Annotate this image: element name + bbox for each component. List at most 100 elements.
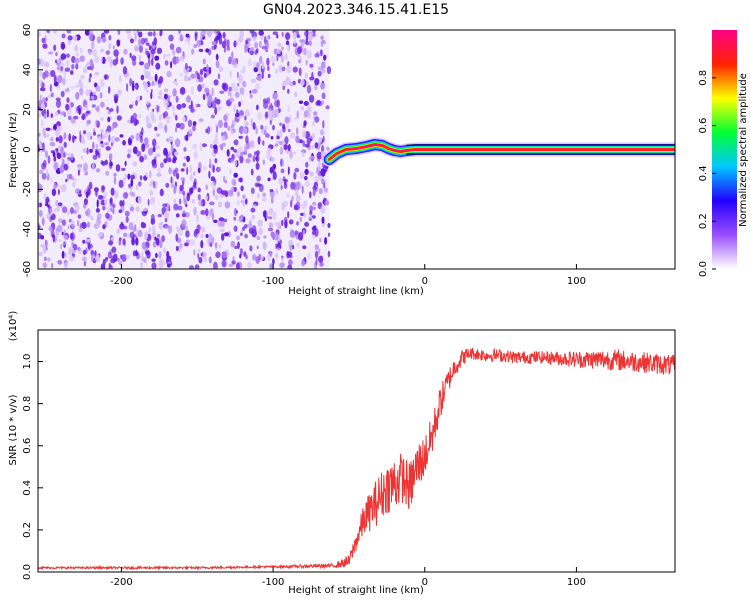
noise-blob	[164, 60, 169, 66]
noise-blob	[191, 198, 195, 204]
noise-blob	[193, 151, 198, 160]
noise-blob	[95, 208, 100, 213]
noise-blob	[230, 146, 235, 151]
noise-blob	[271, 109, 278, 118]
noise-blob	[238, 76, 242, 83]
noise-blob	[82, 147, 87, 153]
noise-blob	[119, 200, 123, 207]
noise-blob	[150, 91, 153, 100]
noise-blob	[218, 167, 221, 171]
noise-blob	[200, 30, 206, 38]
noise-blob	[262, 159, 265, 165]
noise-blob	[303, 101, 309, 106]
noise-blob	[164, 93, 168, 100]
noise-blob	[152, 41, 156, 46]
noise-blob	[305, 161, 309, 168]
noise-blob	[175, 114, 178, 121]
noise-blob	[238, 36, 243, 43]
noise-blob	[86, 147, 89, 155]
noise-blob	[266, 57, 270, 66]
noise-blob	[317, 66, 323, 71]
noise-blob	[312, 202, 317, 206]
noise-blob	[263, 100, 269, 109]
noise-blob	[70, 219, 75, 229]
noise-blob	[251, 214, 256, 220]
noise-blob	[68, 247, 73, 256]
noise-blob	[154, 236, 157, 241]
noise-blob	[43, 61, 50, 68]
noise-blob	[139, 155, 145, 163]
noise-blob	[312, 189, 316, 197]
noise-blob	[319, 262, 324, 267]
noise-blob	[213, 30, 216, 34]
spectrogram-y-tick-label: 40	[22, 63, 33, 76]
noise-blob	[242, 80, 247, 88]
noise-blob	[100, 56, 104, 63]
noise-blob	[56, 230, 60, 237]
noise-blob	[44, 256, 47, 262]
snr-series	[38, 347, 675, 571]
noise-blob	[148, 226, 152, 233]
noise-blob	[201, 83, 204, 89]
noise-blob	[275, 243, 278, 249]
noise-blob	[87, 66, 92, 70]
noise-blob	[93, 131, 96, 136]
noise-blob	[42, 97, 46, 103]
noise-blob	[303, 120, 307, 127]
noise-blob	[89, 73, 92, 78]
noise-blob	[234, 159, 238, 167]
noise-blob	[156, 145, 160, 150]
noise-blob	[89, 58, 94, 67]
signal-track-band	[328, 143, 675, 161]
noise-blob	[233, 216, 237, 221]
noise-blob	[266, 65, 270, 71]
noise-blob	[110, 207, 113, 212]
noise-blob	[282, 200, 289, 207]
noise-blob	[258, 227, 263, 236]
noise-blob	[254, 182, 260, 188]
noise-blob	[306, 84, 312, 94]
noise-blob	[304, 143, 310, 148]
noise-blob	[63, 132, 67, 140]
noise-blob	[298, 67, 302, 76]
noise-blob	[240, 214, 244, 221]
noise-blob	[268, 216, 273, 220]
noise-blob	[83, 261, 86, 267]
noise-blob	[292, 244, 295, 250]
noise-blob	[109, 198, 112, 204]
noise-blob	[250, 207, 256, 213]
noise-blob	[121, 254, 127, 262]
noise-blob	[163, 100, 169, 107]
noise-blob	[155, 237, 160, 246]
noise-blob	[138, 38, 141, 46]
noise-blob	[149, 170, 152, 179]
noise-blob	[95, 168, 101, 173]
snr-x-tick-label: -100	[262, 577, 285, 588]
noise-blob	[81, 221, 86, 226]
noise-blob	[205, 184, 208, 191]
noise-blob	[255, 256, 260, 264]
noise-blob	[306, 106, 312, 113]
noise-blob	[197, 248, 201, 254]
noise-blob	[72, 134, 75, 144]
noise-blob	[236, 39, 239, 46]
noise-blob	[316, 151, 323, 160]
noise-blob	[280, 168, 285, 174]
noise-blob	[240, 68, 246, 74]
noise-blob	[113, 176, 117, 185]
noise-blob	[245, 198, 248, 205]
noise-blob	[76, 219, 80, 227]
noise-blob	[111, 246, 117, 253]
noise-blob	[270, 156, 275, 163]
noise-blob	[273, 163, 277, 169]
noise-blob	[63, 69, 67, 78]
noise-blob	[284, 53, 288, 61]
noise-blob	[170, 144, 174, 153]
noise-blob	[88, 30, 94, 35]
noise-blob	[211, 41, 217, 46]
noise-blob	[219, 220, 225, 227]
noise-blob	[244, 146, 248, 154]
noise-blob	[65, 103, 70, 111]
noise-blob	[181, 213, 187, 218]
noise-blob	[60, 146, 64, 154]
